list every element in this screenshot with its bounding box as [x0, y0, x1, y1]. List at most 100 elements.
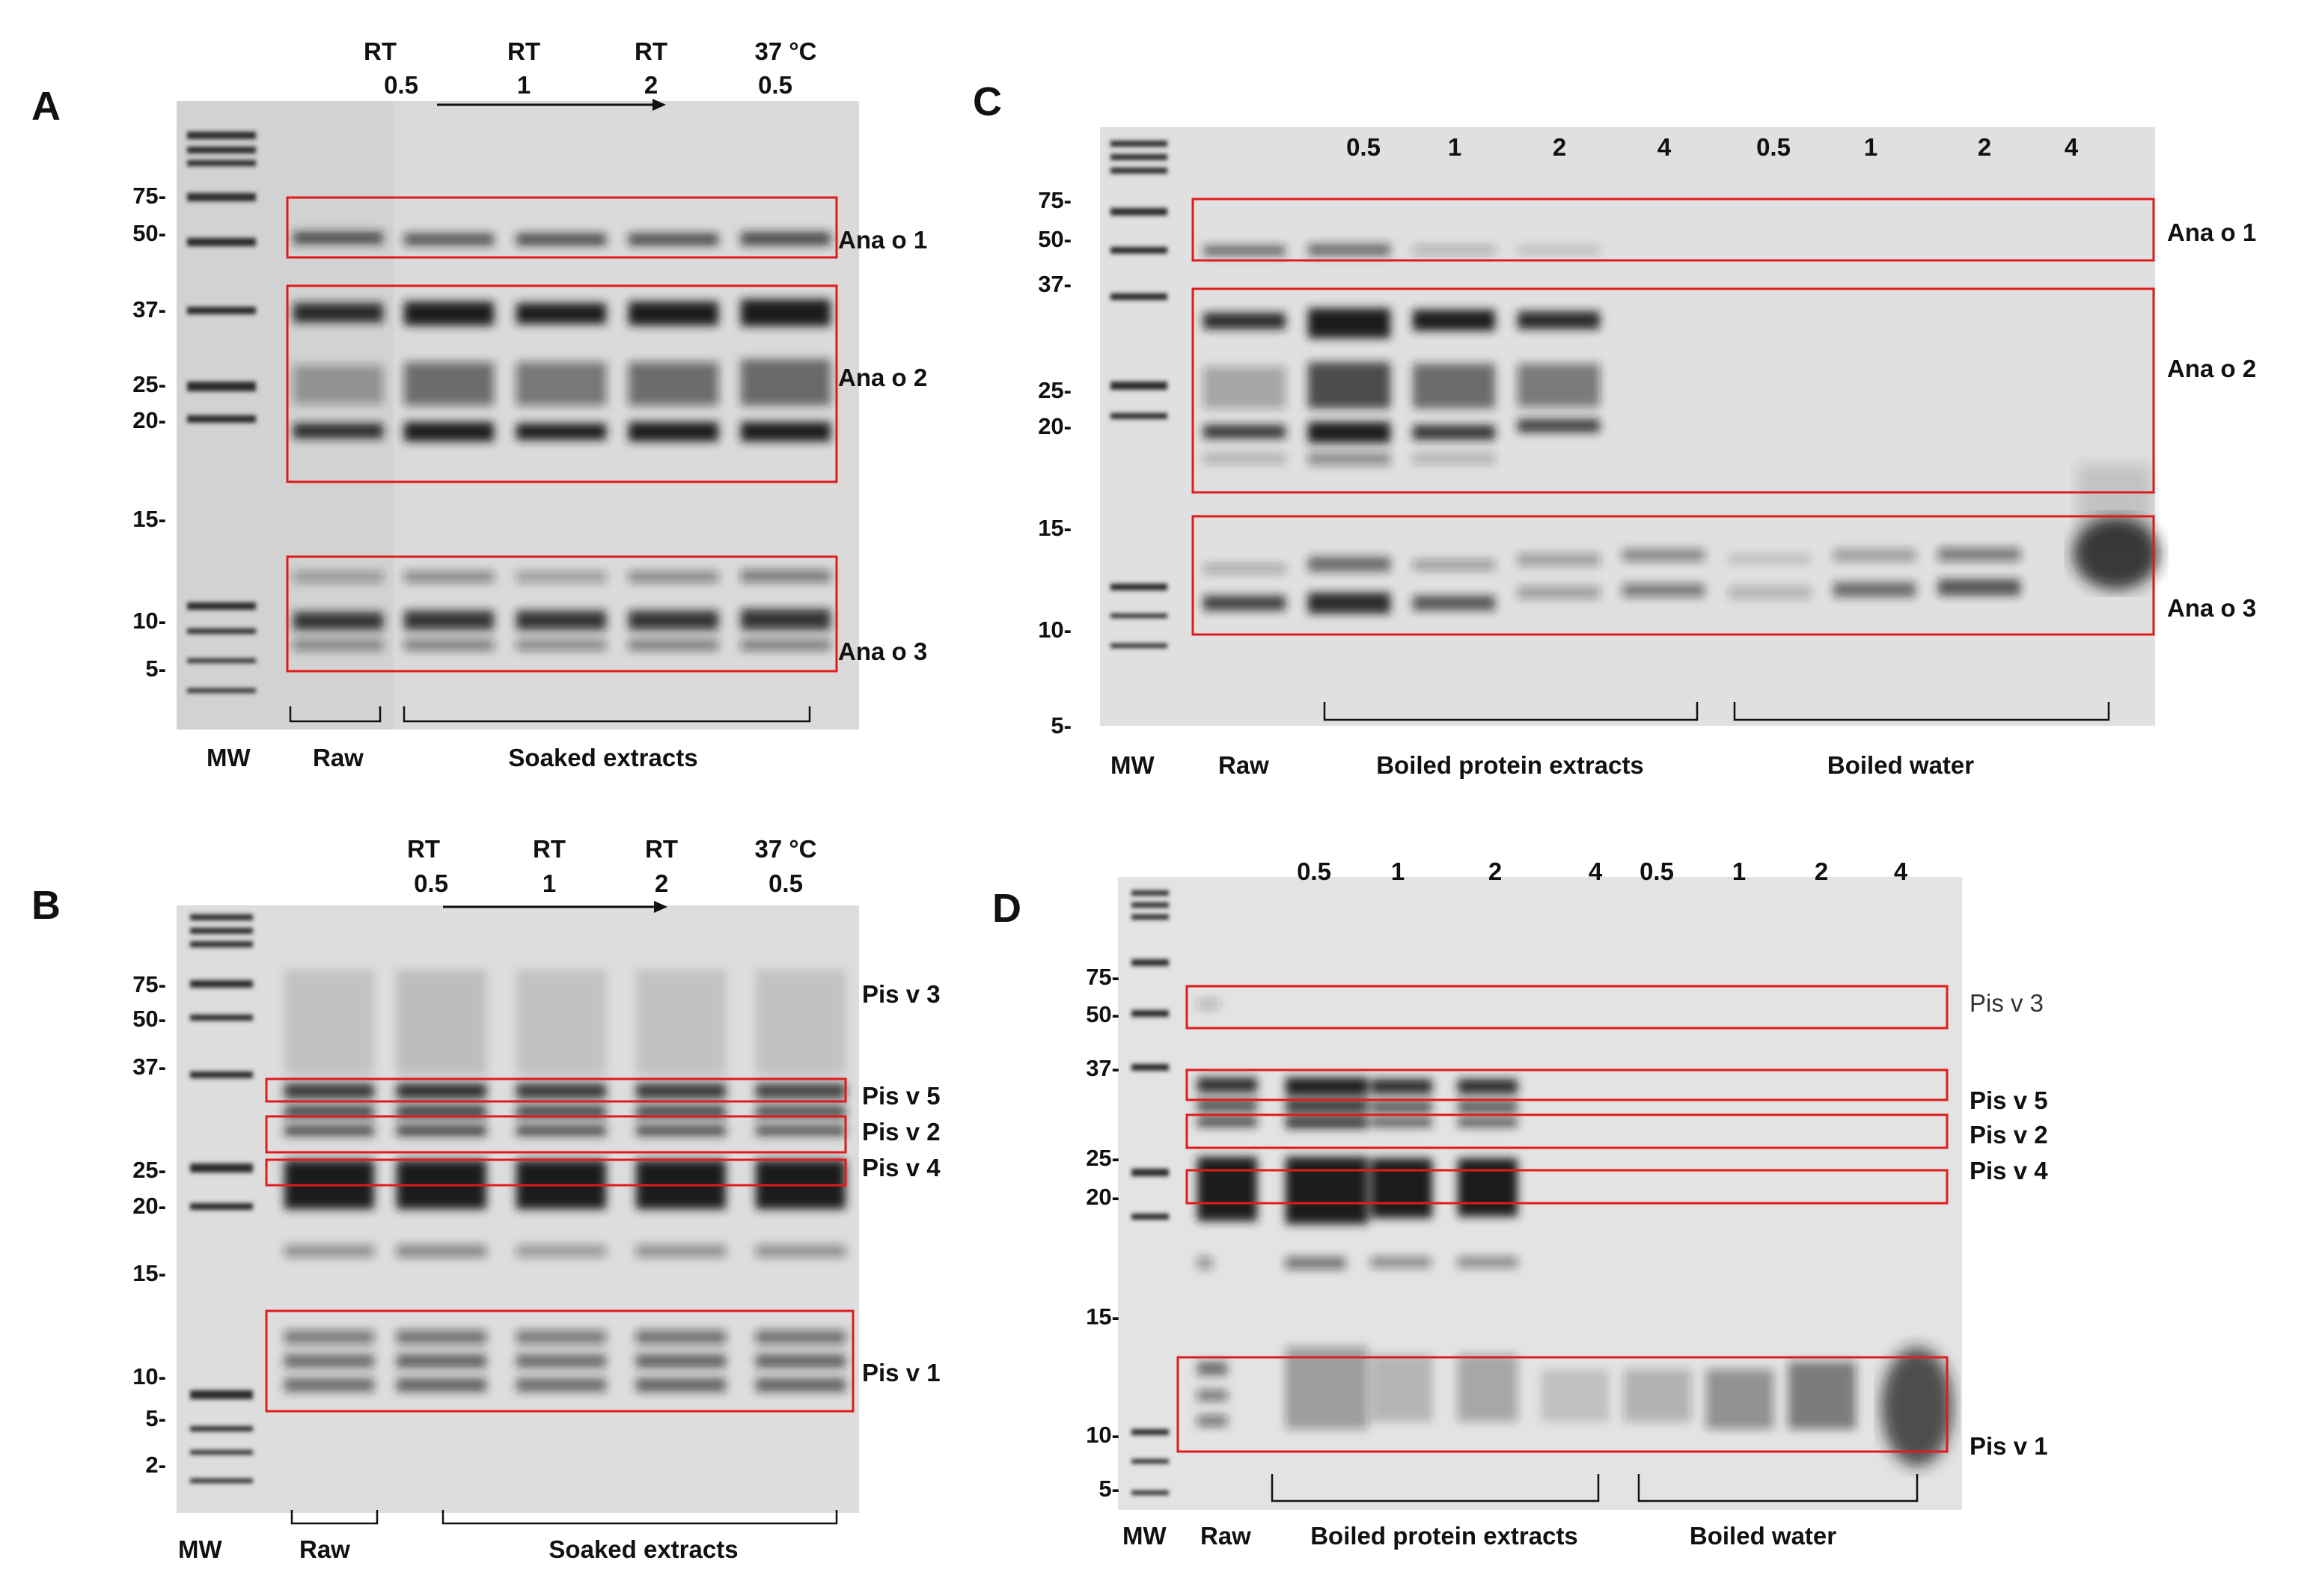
- lane-header-c-3: 2: [1553, 133, 1566, 161]
- label-c-boiled-water: Boiled water: [1827, 751, 1974, 779]
- mw-marker-d-15: 15-: [1086, 1303, 1119, 1330]
- lane-header-d-2: 1: [1391, 857, 1405, 885]
- mw-marker-c-10: 10-: [1038, 617, 1072, 643]
- label-d-boiled-protein-extracts: Boiled protein extracts: [1310, 1522, 1578, 1550]
- band-label-b-pis-v-1: Pis v 1: [862, 1359, 941, 1386]
- box-ana-o-1-a: [286, 196, 838, 259]
- box-ana-o-1-c: [1191, 198, 2155, 262]
- bracket-a-soaked: [403, 706, 811, 723]
- band-label-b-pis-v-2: Pis v 2: [862, 1118, 941, 1146]
- ladder-b: [190, 914, 253, 1483]
- band-label-b-pis-v-5: Pis v 5: [862, 1082, 941, 1110]
- mw-marker-a-25: 25-: [132, 371, 166, 397]
- mw-marker-d-50: 50-: [1086, 1001, 1119, 1027]
- lane-header-a-1-top: RT: [364, 37, 397, 65]
- band-label-d-pis-v-5: Pis v 5: [1970, 1086, 2048, 1114]
- label-b-mw: MW: [178, 1535, 222, 1563]
- mw-marker-a-37: 37-: [132, 296, 166, 322]
- mw-marker-a-75: 75-: [132, 183, 166, 209]
- panel-letter-d: D: [992, 886, 1021, 931]
- lane-header-a-2-top: RT: [507, 37, 540, 65]
- lane-header-b-1-bottom: 0.5: [414, 869, 448, 897]
- band-label-b-pis-v-4: Pis v 4: [862, 1154, 941, 1181]
- box-pis-v-2-b: [265, 1115, 847, 1154]
- band-label-a-ana-o-2: Ana o 2: [838, 364, 927, 391]
- lane-header-b-4-top: 37 °C: [755, 835, 817, 863]
- mw-marker-c-25: 25-: [1038, 377, 1072, 403]
- mw-marker-c-15: 15-: [1038, 515, 1072, 541]
- label-b-raw: Raw: [299, 1535, 350, 1563]
- label-c-mw: MW: [1110, 751, 1155, 779]
- box-pis-v-4-b: [265, 1158, 847, 1187]
- band-label-d-pis-v-2: Pis v 2: [1970, 1121, 2048, 1149]
- mw-marker-a-5: 5-: [145, 655, 166, 682]
- lane-header-c-8: 4: [2065, 133, 2079, 161]
- mw-marker-a-50: 50-: [132, 220, 166, 246]
- label-c-raw: Raw: [1218, 751, 1269, 779]
- box-pis-v-5-b: [265, 1077, 847, 1103]
- label-b-soaked-extracts: Soaked extracts: [548, 1535, 738, 1563]
- ladder-c: [1110, 141, 1167, 648]
- mw-marker-d-75: 75-: [1086, 964, 1119, 990]
- box-ana-o-3-a: [286, 555, 838, 673]
- band-label-a-ana-o-3: Ana o 3: [838, 638, 927, 665]
- lane-header-b-2-top: RT: [533, 835, 566, 863]
- label-d-mw: MW: [1122, 1522, 1167, 1550]
- lane-header-c-1: 0.5: [1346, 133, 1381, 161]
- mw-marker-b-15: 15-: [132, 1260, 166, 1286]
- panel-b: B: [31, 835, 941, 1563]
- mw-marker-b-10: 10-: [132, 1363, 166, 1389]
- label-a-mw: MW: [207, 744, 251, 771]
- lane-header-d-5: 0.5: [1640, 857, 1674, 885]
- band-label-b-pis-v-3: Pis v 3: [862, 980, 941, 1008]
- smear-c-lane-4-upper: [2077, 464, 2152, 539]
- panel-a: A: [31, 37, 927, 771]
- lane-header-d-8: 4: [1894, 857, 1908, 885]
- lane-header-a-1-bottom: 0.5: [384, 71, 418, 99]
- panel-letter-a: A: [31, 84, 61, 129]
- panel-c: C: [973, 79, 2256, 779]
- lane-header-a-4-top: 37 °C: [755, 37, 817, 65]
- lane-header-a-2-bottom: 1: [517, 71, 531, 99]
- mw-marker-b-50: 50-: [132, 1006, 166, 1032]
- lane-header-b-2-bottom: 1: [543, 869, 556, 897]
- mw-marker-a-15: 15-: [132, 506, 166, 532]
- mw-marker-a-20: 20-: [132, 407, 166, 433]
- bracket-c-boiled-extracts: [1323, 702, 1699, 721]
- band-label-d-pis-v-3: Pis v 3: [1970, 989, 2044, 1017]
- panel-d: D: [992, 857, 2048, 1550]
- mw-marker-d-5: 5-: [1098, 1476, 1119, 1502]
- bracket-b-raw: [290, 1510, 379, 1525]
- label-a-raw: Raw: [313, 744, 364, 771]
- sample-bands-c: [1203, 244, 2020, 614]
- lane-header-b-4-bottom: 0.5: [768, 869, 803, 897]
- box-ana-o-2-a: [286, 284, 838, 483]
- box-ana-o-3-c: [1191, 515, 2155, 636]
- lane-header-a-4-bottom: 0.5: [758, 71, 792, 99]
- lane-header-b-3-bottom: 2: [655, 869, 668, 897]
- label-c-boiled-protein-extracts: Boiled protein extracts: [1376, 751, 1644, 779]
- lane-header-c-7: 2: [1978, 133, 1991, 161]
- bracket-a-raw: [289, 706, 382, 723]
- box-pis-v-4-d: [1185, 1169, 1949, 1205]
- panel-letter-c: C: [973, 79, 1002, 124]
- gel-a-lanes: [177, 101, 831, 730]
- mw-marker-d-20: 20-: [1086, 1184, 1119, 1210]
- lane-header-d-4: 4: [1589, 857, 1603, 885]
- arrow-a: [437, 99, 666, 111]
- band-label-c-ana-o-3: Ana o 3: [2167, 594, 2256, 622]
- mw-marker-c-37: 37-: [1038, 271, 1072, 297]
- band-label-d-pis-v-1: Pis v 1: [1970, 1432, 2048, 1460]
- label-a-soaked-extracts: Soaked extracts: [508, 744, 697, 771]
- box-ana-o-2-c: [1191, 287, 2155, 494]
- sample-bands-b: [284, 970, 846, 1392]
- bracket-c-boiled-water: [1733, 702, 2110, 721]
- lane-header-a-3-bottom: 2: [644, 71, 658, 99]
- lane-header-d-6: 1: [1732, 857, 1746, 885]
- band-label-c-ana-o-1: Ana o 1: [2167, 218, 2256, 246]
- box-pis-v-3-d: [1185, 985, 1949, 1030]
- label-d-boiled-water: Boiled water: [1690, 1522, 1836, 1550]
- sample-bands-a: [293, 232, 831, 650]
- mw-marker-d-25: 25-: [1086, 1145, 1119, 1171]
